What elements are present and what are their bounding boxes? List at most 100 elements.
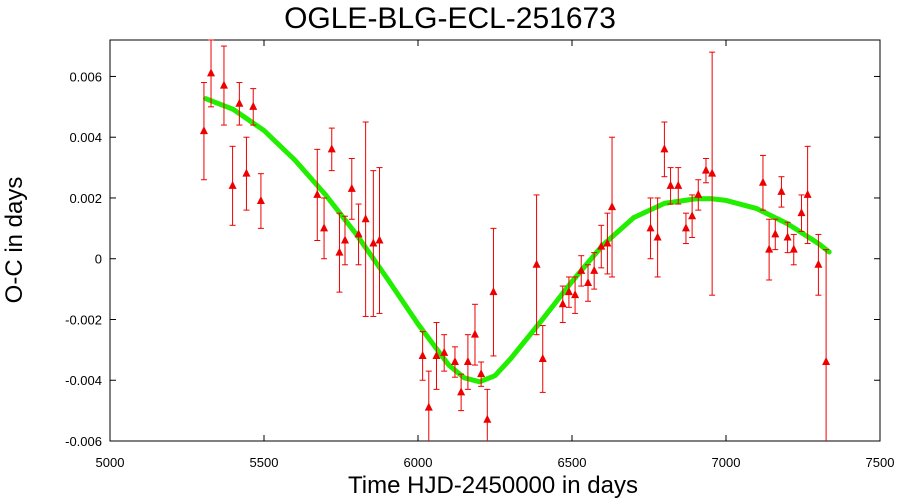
y-tick-label: 0.002: [69, 191, 102, 206]
y-tick-label: 0: [95, 252, 102, 267]
triangle-marker: [584, 278, 593, 287]
chart-title: OGLE-BLG-ECL-251673: [284, 2, 616, 35]
data-point: [242, 136, 251, 211]
data-point: [532, 194, 541, 336]
y-axis-label: O-C in days: [1, 177, 28, 304]
data-point: [765, 218, 774, 281]
triangle-marker: [771, 229, 780, 238]
x-tick-label: 7500: [866, 455, 895, 470]
triangle-marker: [803, 189, 812, 198]
triangle-marker: [432, 350, 441, 359]
x-tick-label: 7000: [712, 455, 741, 470]
data-point: [660, 121, 669, 178]
triangle-marker: [564, 287, 573, 296]
data-point: [694, 179, 703, 211]
data-point: [477, 361, 486, 387]
triangle-marker: [361, 214, 370, 223]
triangle-marker: [369, 238, 378, 247]
x-tick-label: 6000: [404, 455, 433, 470]
triangle-marker: [313, 189, 322, 198]
data-point: [797, 194, 806, 232]
data-point: [450, 346, 459, 378]
data-point: [249, 88, 258, 126]
triangle-marker: [375, 235, 384, 244]
data-point: [803, 145, 812, 245]
triangle-marker: [199, 126, 208, 135]
triangle-marker: [660, 144, 669, 153]
triangle-marker: [590, 265, 599, 274]
triangle-marker: [440, 347, 449, 356]
triangle-marker: [708, 168, 717, 177]
triangle-marker: [765, 244, 774, 253]
data-point: [320, 197, 329, 260]
data-point: [653, 197, 662, 278]
triangle-marker: [327, 144, 336, 153]
triangle-marker: [320, 223, 329, 232]
triangle-marker: [558, 299, 567, 308]
data-point: [564, 276, 573, 308]
data-point: [688, 194, 697, 238]
data-point: [457, 373, 466, 412]
triangle-marker: [424, 402, 433, 411]
triangle-marker: [249, 101, 258, 110]
data-point: [777, 176, 786, 208]
data-point: [571, 276, 580, 314]
triangle-marker: [814, 259, 823, 268]
triangle-marker: [470, 329, 479, 338]
triangle-marker: [235, 98, 244, 107]
triangle-marker: [418, 350, 427, 359]
data-point: [228, 145, 237, 226]
data-point: [708, 51, 717, 296]
triangle-marker: [646, 223, 655, 232]
data-point: [666, 167, 675, 205]
triangle-marker: [463, 357, 472, 366]
triangle-marker: [688, 211, 697, 220]
data-point: [789, 233, 798, 266]
triangle-marker: [207, 68, 216, 77]
triangle-marker: [335, 247, 344, 256]
data-point: [489, 227, 498, 357]
triangle-marker: [674, 180, 683, 189]
triangle-marker: [219, 80, 228, 89]
triangle-marker: [228, 180, 237, 189]
x-tick-label: 5500: [250, 455, 279, 470]
triangle-marker: [777, 186, 786, 195]
data-point: [418, 331, 427, 381]
triangle-marker: [797, 208, 806, 217]
triangle-marker: [822, 357, 831, 366]
data-point: [674, 167, 683, 205]
triangle-marker: [532, 259, 541, 268]
fit-curve: [203, 96, 832, 385]
triangle-marker: [489, 287, 498, 296]
triangle-marker: [347, 183, 356, 192]
data-point: [608, 136, 617, 278]
triangle-marker: [477, 369, 486, 378]
data-point: [354, 203, 363, 266]
data-point: [219, 45, 228, 126]
data-point: [577, 255, 586, 287]
triangle-marker: [666, 180, 675, 189]
data-point: [771, 218, 780, 251]
data-point: [424, 370, 433, 441]
x-tick-label: 5000: [96, 455, 125, 470]
data-point: [483, 388, 492, 441]
triangle-marker: [653, 232, 662, 241]
data-point: [597, 224, 606, 269]
triangle-marker: [694, 189, 703, 198]
data-point: [783, 221, 792, 254]
y-tick-label: -0.006: [65, 434, 102, 449]
data-point: [822, 249, 831, 441]
data-point: [758, 154, 767, 211]
data-point: [347, 157, 356, 220]
x-tick-label: 6500: [558, 455, 587, 470]
data-point: [603, 212, 612, 275]
data-point: [335, 212, 344, 293]
triangle-marker: [538, 353, 547, 362]
data-point: [235, 82, 244, 126]
y-tick-label: 0.004: [69, 130, 102, 145]
data-point: [538, 325, 547, 393]
triangle-marker: [758, 177, 767, 186]
triangle-marker: [457, 387, 466, 396]
plot-frame: [109, 39, 881, 442]
data-point: [584, 264, 593, 302]
